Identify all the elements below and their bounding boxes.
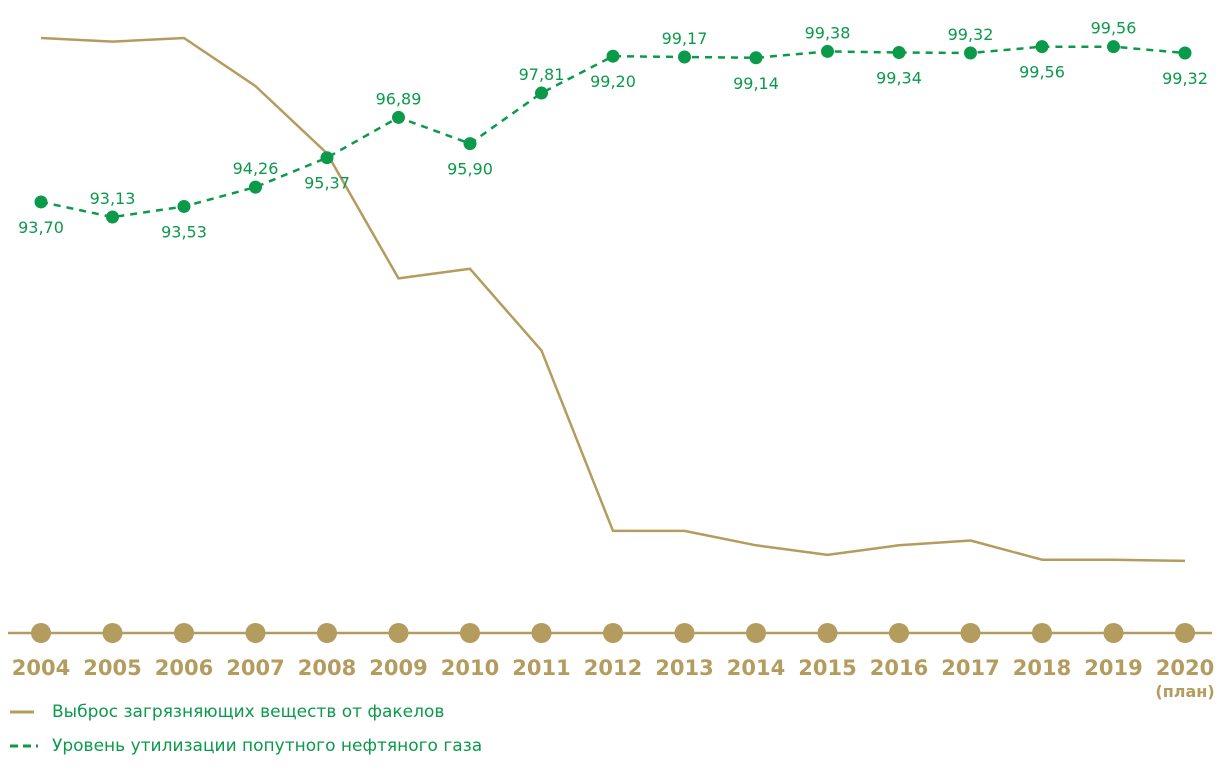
x-tick-label-2015: 2015 bbox=[798, 656, 856, 680]
x-axis-dot-2004 bbox=[31, 623, 51, 643]
x-tick-label-2007: 2007 bbox=[226, 656, 284, 680]
x-tick-label-2012: 2012 bbox=[584, 656, 642, 680]
x-tick-label-2013: 2013 bbox=[655, 656, 713, 680]
data-point-utilization-2020 bbox=[1178, 46, 1192, 60]
x-tick-label-2017: 2017 bbox=[941, 656, 999, 680]
data-label-utilization-2015: 99,38 bbox=[805, 23, 851, 42]
legend-label-utilization: Уровень утилизации попутного нефтяного г… bbox=[52, 736, 483, 756]
data-label-utilization-2005: 93,13 bbox=[90, 189, 136, 208]
x-axis-dot-2008 bbox=[317, 623, 337, 643]
legend: Выброс загрязняющих веществ от факелов У… bbox=[8, 695, 708, 763]
x-tick-note-2020: (план) bbox=[1155, 682, 1214, 700]
x-axis-dot-2017 bbox=[960, 623, 981, 643]
legend-swatch-dashed bbox=[10, 744, 38, 748]
legend-swatch-solid bbox=[10, 710, 34, 714]
x-axis-dot-2006 bbox=[174, 623, 194, 643]
data-point-utilization-2018 bbox=[1035, 40, 1049, 54]
data-label-utilization-2010: 95,90 bbox=[447, 160, 493, 179]
data-label-utilization-2006: 93,53 bbox=[161, 222, 207, 241]
x-axis-dot-2005 bbox=[102, 623, 123, 643]
legend-label-emission: Выброс загрязняющих веществ от факелов bbox=[52, 702, 445, 722]
data-point-utilization-2014 bbox=[749, 51, 763, 65]
data-point-utilization-2009 bbox=[392, 110, 405, 124]
x-tick-label-2014: 2014 bbox=[727, 656, 785, 680]
data-point-utilization-2011 bbox=[535, 86, 548, 100]
data-point-utilization-2005 bbox=[106, 210, 119, 224]
data-point-utilization-2004 bbox=[34, 195, 48, 209]
x-axis-dot-2014 bbox=[746, 623, 766, 643]
x-tick-label-2011: 2011 bbox=[512, 656, 570, 680]
data-point-utilization-2006 bbox=[177, 199, 191, 213]
legend-item-emission: Выброс загрязняющих веществ от факелов bbox=[8, 695, 708, 729]
data-point-utilization-2015 bbox=[821, 44, 834, 58]
data-point-utilization-2013 bbox=[678, 50, 691, 64]
data-point-utilization-2010 bbox=[463, 137, 477, 151]
legend-item-utilization: Уровень утилизации попутного нефтяного г… bbox=[8, 729, 708, 763]
x-axis-dot-2012 bbox=[603, 623, 623, 643]
x-tick-label-2016: 2016 bbox=[870, 656, 928, 680]
x-axis-dot-2020 bbox=[1175, 623, 1195, 643]
x-axis-dot-2013 bbox=[674, 623, 695, 643]
data-point-utilization-2012 bbox=[606, 49, 620, 63]
x-axis-dot-2009 bbox=[388, 623, 409, 643]
x-axis-dot-2010 bbox=[460, 623, 480, 643]
x-tick-label-2020: 2020 bbox=[1156, 656, 1214, 680]
data-point-utilization-2017 bbox=[964, 46, 977, 60]
x-tick-label-2006: 2006 bbox=[155, 656, 213, 680]
x-tick-label-2010: 2010 bbox=[441, 656, 499, 680]
data-label-utilization-2008: 95,37 bbox=[304, 174, 350, 193]
data-label-utilization-2018: 99,56 bbox=[1019, 63, 1065, 82]
x-axis-dot-2018 bbox=[1032, 623, 1052, 643]
x-tick-label-2009: 2009 bbox=[369, 656, 427, 680]
data-label-utilization-2017: 99,32 bbox=[948, 25, 994, 44]
x-axis-dot-2011 bbox=[531, 623, 552, 643]
data-label-utilization-2011: 97,81 bbox=[519, 65, 565, 84]
x-tick-label-2019: 2019 bbox=[1084, 656, 1142, 680]
data-label-utilization-2020: 99,32 bbox=[1162, 69, 1208, 88]
data-point-utilization-2008 bbox=[320, 151, 334, 165]
data-point-utilization-2019 bbox=[1107, 40, 1120, 54]
chart: 2004 2005 2006 2007 2008 2009 2010 2011 2012 2013… bbox=[8, 19, 1215, 700]
data-label-utilization-2007: 94,26 bbox=[233, 159, 279, 178]
x-tick-label-2004: 2004 bbox=[12, 656, 70, 680]
data-point-utilization-2016 bbox=[892, 45, 906, 59]
series-line-utilization bbox=[40, 45, 1186, 219]
data-label-utilization-2009: 96,89 bbox=[376, 89, 422, 108]
data-point-utilization-2007 bbox=[249, 180, 262, 194]
x-tick-label-2005: 2005 bbox=[83, 656, 141, 680]
x-axis-dot-2007 bbox=[245, 623, 266, 643]
data-label-utilization-2013: 99,17 bbox=[662, 29, 708, 48]
data-label-utilization-2012: 99,20 bbox=[590, 72, 636, 91]
data-label-utilization-2014: 99,14 bbox=[733, 74, 779, 93]
x-axis-dot-2019 bbox=[1103, 623, 1124, 643]
x-axis-dot-2016 bbox=[889, 623, 909, 643]
data-label-utilization-2019: 99,56 bbox=[1091, 19, 1137, 38]
series-line-emission bbox=[40, 36, 1186, 563]
data-label-utilization-2004: 93,70 bbox=[18, 218, 64, 237]
data-label-utilization-2016: 99,34 bbox=[876, 68, 922, 87]
x-axis-dot-2015 bbox=[817, 623, 838, 643]
x-tick-label-2008: 2008 bbox=[298, 656, 356, 680]
x-tick-label-2018: 2018 bbox=[1013, 656, 1071, 680]
